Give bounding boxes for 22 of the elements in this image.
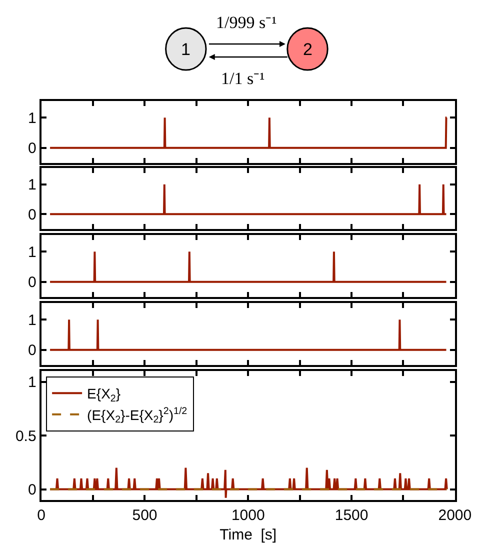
x-tick-label: 1500 bbox=[334, 507, 368, 524]
text: 1/1 s⁻¹ bbox=[221, 69, 265, 88]
y-tick-label: 1 bbox=[28, 374, 36, 391]
y-tick-label: 1 bbox=[28, 244, 36, 261]
text: 2 bbox=[303, 40, 312, 59]
y-tick-label: 0 bbox=[28, 274, 36, 292]
x-tick-label: 2000 bbox=[438, 507, 472, 524]
y-tick-label: 1 bbox=[28, 110, 36, 127]
legend-label: (E{X$_{2}$}-E{X$_{2}$}$^{2}$)$^{1/2}$ bbox=[87, 406, 188, 426]
x-axis-title: Time [s] bbox=[220, 526, 277, 544]
y-tick-label: 0 bbox=[28, 482, 36, 498]
x-tick-label: 1000 bbox=[231, 507, 265, 524]
y-tick-label: 0 bbox=[28, 140, 36, 158]
text: 1/999 s⁻¹ bbox=[216, 13, 277, 32]
y-tick-label: 0 bbox=[28, 206, 36, 224]
y-tick-label: 1 bbox=[28, 176, 36, 194]
x-tick-label: 500 bbox=[132, 507, 158, 524]
y-tick-label: 1 bbox=[28, 312, 36, 329]
y-tick-label: 0 bbox=[28, 342, 36, 360]
y-tick-label: 0.5 bbox=[15, 428, 36, 445]
text: 1 bbox=[181, 40, 190, 59]
legend-label: E{X$_{2}$} bbox=[87, 386, 121, 405]
